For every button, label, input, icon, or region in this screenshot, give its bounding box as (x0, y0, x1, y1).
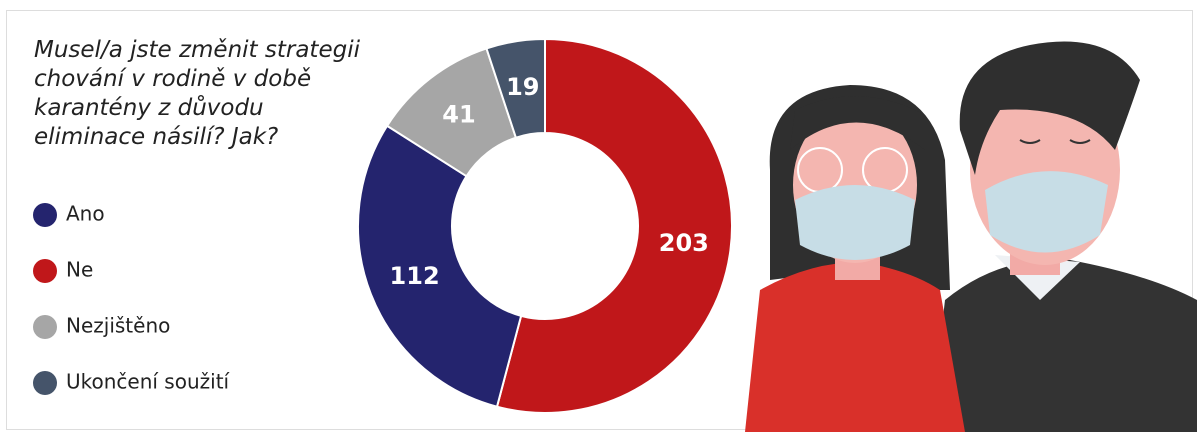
legend-swatch (33, 259, 57, 283)
value-label: 203 (659, 229, 709, 257)
legend-label: Ano (66, 202, 105, 226)
value-label: 112 (390, 262, 440, 290)
legend-label: Nezjištěno (66, 314, 170, 338)
legend-swatch (33, 203, 57, 227)
legend-label: Ne (66, 258, 93, 282)
legend-swatch (33, 315, 57, 339)
value-label: 41 (442, 101, 475, 129)
page: Musel/a jste změnit strategii chování v … (0, 0, 1197, 432)
value-label: 19 (506, 73, 539, 101)
illustration (745, 42, 1197, 432)
legend-swatch (33, 371, 57, 395)
legend-label: Ukončení soužití (66, 370, 231, 394)
chart: 203 112 41 19 Ano Ne Nezjištěno Ukončení soužit… (0, 0, 1197, 432)
